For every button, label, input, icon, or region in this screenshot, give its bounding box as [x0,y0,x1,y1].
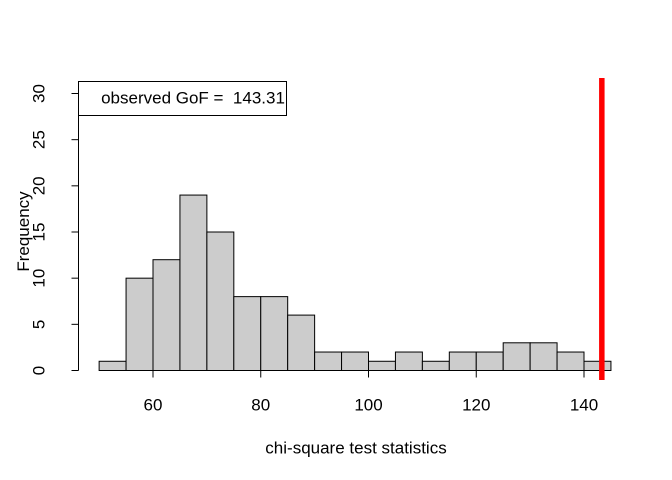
legend-label: observed GoF = 143.31 [101,89,285,108]
histogram-bar [341,351,369,371]
axes-group: 60 80 100 120 140 0 5 10 15 20 25 30 [30,84,599,414]
histogram-bar [260,296,289,372]
x-tick-label: 60 [144,396,163,415]
y-tick-label: 10 [30,269,49,288]
y-tick-label: 0 [30,366,49,375]
histogram-bars-group [98,194,612,372]
histogram-bar [233,296,262,372]
legend: observed GoF = 143.31 [78,81,287,116]
histogram-bar [448,351,477,371]
histogram-bar [368,360,396,371]
histogram-bar [314,351,343,371]
histogram-bar [125,277,154,372]
y-axis-title: Frequency [14,191,33,272]
y-tick-label: 15 [30,223,49,242]
x-axis-title: chi-square test statistics [265,439,446,458]
histogram-bar [152,259,181,372]
x-tick-label: 100 [354,396,382,415]
x-tick-label: 140 [570,396,598,415]
histogram-bar [583,360,612,371]
y-tick-label: 25 [30,130,49,149]
histogram-bar [287,314,316,372]
x-tick-label: 120 [462,396,490,415]
histogram-bar [98,360,127,371]
histogram-bar [529,342,558,371]
histogram-bar [556,351,585,371]
y-tick-label: 5 [30,320,49,329]
histogram-bar [206,231,235,371]
histogram-bar [475,351,504,371]
y-tick-label: 30 [30,84,49,103]
histogram-bar [394,351,423,371]
y-tick-label: 20 [30,176,49,195]
histogram-bar [502,342,531,371]
legend-box [78,81,287,116]
histogram-bar [421,360,450,371]
histogram-bar [179,194,208,371]
x-tick-label: 80 [251,396,270,415]
